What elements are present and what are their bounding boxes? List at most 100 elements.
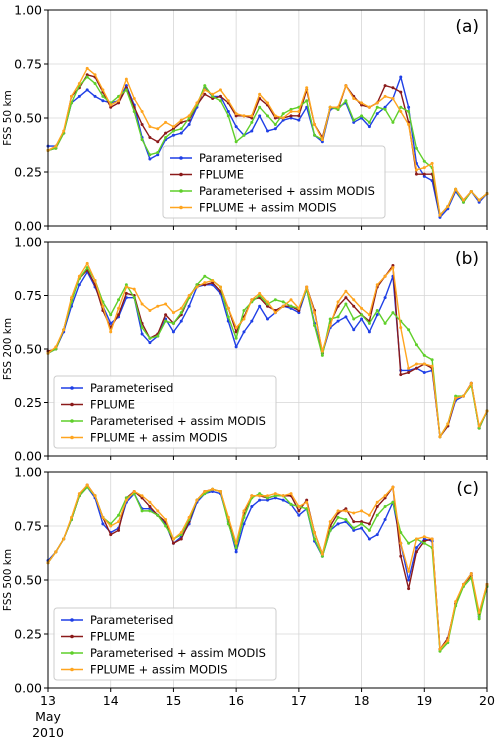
data-point bbox=[266, 129, 269, 133]
data-point bbox=[203, 92, 207, 96]
data-point bbox=[352, 526, 356, 530]
legend-label: FPLUME + assim MODIS bbox=[90, 663, 228, 677]
data-point bbox=[258, 114, 262, 118]
data-point bbox=[477, 610, 481, 614]
data-point bbox=[117, 306, 121, 310]
data-point bbox=[109, 313, 113, 317]
data-point bbox=[336, 300, 340, 304]
data-point bbox=[352, 118, 356, 122]
data-point bbox=[117, 99, 121, 103]
data-point bbox=[430, 364, 434, 368]
data-point bbox=[156, 334, 160, 338]
data-point bbox=[297, 311, 301, 315]
y-tick-label: 0.75 bbox=[14, 519, 42, 534]
data-point bbox=[446, 205, 450, 209]
data-point bbox=[297, 118, 301, 122]
data-point bbox=[313, 311, 317, 315]
data-point bbox=[234, 140, 238, 144]
data-point bbox=[164, 319, 168, 323]
data-point bbox=[477, 426, 481, 430]
data-point bbox=[438, 215, 442, 219]
x-tick-label: 13 bbox=[40, 693, 56, 708]
data-point bbox=[156, 127, 160, 131]
data-point bbox=[242, 330, 246, 334]
axes-frame bbox=[47, 9, 488, 227]
y-tick-label: 1.00 bbox=[14, 235, 42, 250]
data-point bbox=[383, 84, 387, 88]
data-point bbox=[336, 105, 340, 109]
data-point bbox=[281, 494, 285, 498]
data-point bbox=[250, 129, 254, 133]
data-point bbox=[469, 572, 473, 576]
data-point bbox=[407, 105, 411, 109]
data-point bbox=[62, 537, 66, 541]
data-point bbox=[375, 283, 379, 287]
data-point bbox=[454, 600, 458, 604]
data-point bbox=[305, 498, 309, 502]
data-point bbox=[297, 306, 301, 310]
data-point bbox=[438, 649, 442, 653]
y-tick-label: 0.00 bbox=[14, 681, 42, 696]
data-point bbox=[320, 554, 324, 558]
data-point bbox=[360, 526, 364, 530]
data-point bbox=[367, 528, 371, 532]
data-point bbox=[140, 494, 144, 498]
data-point bbox=[218, 88, 222, 92]
data-point bbox=[344, 296, 348, 300]
data-point bbox=[187, 116, 191, 120]
data-point bbox=[117, 520, 121, 524]
panel-2: 0.00 0.25 0.50 0.75 1.00 FSS 200 km (b) Paramet… bbox=[2, 235, 489, 464]
data-point bbox=[320, 138, 324, 142]
data-point bbox=[85, 66, 89, 70]
data-point bbox=[399, 373, 403, 377]
data-point bbox=[446, 638, 450, 642]
data-point bbox=[77, 81, 81, 85]
data-point bbox=[124, 77, 128, 81]
data-point bbox=[70, 515, 74, 519]
data-point bbox=[273, 311, 277, 315]
legend-label: FPLUME + assim MODIS bbox=[199, 201, 337, 215]
data-point bbox=[383, 518, 387, 522]
data-point bbox=[266, 304, 269, 308]
data-point bbox=[140, 332, 144, 336]
data-point bbox=[446, 422, 450, 426]
legend-swatch-marker bbox=[70, 618, 74, 622]
data-point bbox=[132, 97, 136, 101]
data-point bbox=[297, 308, 301, 312]
data-point bbox=[93, 94, 97, 98]
legend-label: FPLUME bbox=[90, 630, 135, 644]
data-point bbox=[211, 97, 215, 101]
legend-swatch-marker bbox=[179, 156, 183, 160]
data-point bbox=[77, 283, 81, 287]
data-point bbox=[352, 528, 356, 532]
data-point bbox=[360, 509, 364, 513]
data-point bbox=[454, 394, 458, 398]
data-point bbox=[461, 200, 465, 204]
data-point bbox=[313, 122, 317, 126]
data-point bbox=[156, 151, 160, 155]
data-point bbox=[383, 321, 387, 325]
data-point bbox=[360, 103, 364, 107]
data-point bbox=[62, 328, 66, 332]
data-point bbox=[407, 366, 411, 370]
data-point bbox=[54, 345, 58, 349]
data-point bbox=[70, 94, 74, 98]
data-point bbox=[148, 500, 152, 504]
data-point bbox=[336, 509, 340, 513]
data-point bbox=[179, 537, 183, 541]
data-point bbox=[258, 494, 262, 498]
y-tick-label: 0.00 bbox=[14, 449, 42, 464]
data-point bbox=[211, 92, 215, 96]
data-point bbox=[179, 530, 183, 534]
data-point bbox=[203, 281, 207, 285]
data-point bbox=[226, 114, 230, 118]
data-point bbox=[454, 187, 458, 191]
data-point bbox=[250, 494, 254, 498]
data-point bbox=[336, 315, 340, 319]
legend-swatch-marker bbox=[70, 419, 74, 423]
y-tick-label: 0.00 bbox=[14, 219, 42, 234]
data-point bbox=[320, 140, 324, 144]
data-point bbox=[234, 550, 238, 554]
data-point bbox=[430, 358, 434, 362]
